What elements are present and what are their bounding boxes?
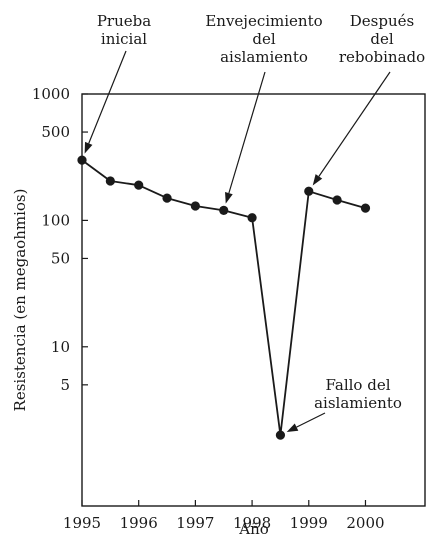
x-axis: 1995 1996 1997 1998 1999 2000 <box>63 500 385 532</box>
data-point <box>247 213 257 223</box>
data-point <box>332 195 342 205</box>
data-point <box>162 193 172 203</box>
annotation-arrow-head <box>84 141 93 154</box>
annotation-label: Prueba <box>97 12 151 30</box>
x-axis-title: Año <box>238 520 269 538</box>
annotation-arrow-head <box>286 423 299 433</box>
y-tick-label: 100 <box>41 211 70 229</box>
data-point <box>105 176 115 186</box>
data-point <box>360 203 371 213</box>
x-tick-label: 1996 <box>120 514 158 532</box>
annotation-label: aislamiento <box>314 394 402 412</box>
annotations: PruebainicialEnvejecimientodelaislamient… <box>84 12 425 433</box>
x-tick-label: 1995 <box>63 514 101 532</box>
y-axis-title: Resistencia (en megaohmios) <box>11 189 29 412</box>
annotation-label: inicial <box>101 30 147 48</box>
annotation-label: rebobinado <box>339 48 425 66</box>
data-point <box>77 155 87 165</box>
annotation-label: Envejecimiento <box>205 12 322 30</box>
annotation-label: aislamiento <box>220 48 308 66</box>
annotation-arrow-shaft <box>228 71 266 194</box>
data-point <box>275 430 286 440</box>
annotation-label: Fallo del <box>325 376 390 394</box>
annotation-arrow-shaft <box>318 71 391 177</box>
x-tick-label: 1999 <box>290 514 328 532</box>
y-tick-label: 50 <box>51 249 70 267</box>
x-tick-label: 1997 <box>176 514 214 532</box>
annotation-arrow-shaft <box>296 412 326 428</box>
data-point <box>304 186 314 196</box>
annotation-label: del <box>370 30 393 48</box>
plot-frame <box>81 93 426 507</box>
data-point <box>190 201 200 211</box>
annotation-label: del <box>252 30 275 48</box>
y-axis: 1000 500 100 50 10 5 <box>32 85 88 394</box>
y-tick-label: 10 <box>51 338 70 356</box>
series-points <box>77 155 371 440</box>
annotation-arrow-head <box>225 191 233 204</box>
annotation-label: Después <box>350 12 414 30</box>
annotation-arrow-shaft <box>88 50 127 144</box>
data-point <box>134 180 144 190</box>
data-point <box>219 205 229 215</box>
y-tick-label: 5 <box>60 376 70 394</box>
x-tick-label: 1998 <box>233 514 271 532</box>
annotation-arrow-head <box>312 174 323 186</box>
x-tick-label: 2000 <box>346 514 384 532</box>
y-tick-label: 500 <box>41 123 70 141</box>
y-tick-label: 1000 <box>32 85 70 103</box>
